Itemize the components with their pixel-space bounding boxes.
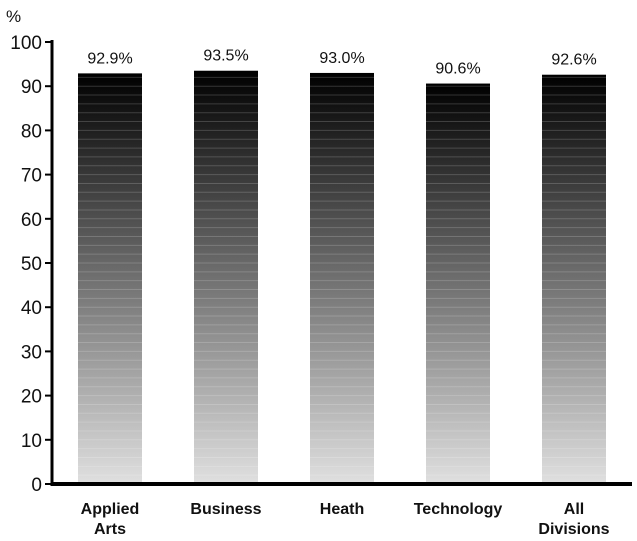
y-tick-label: 80: [21, 121, 42, 142]
bar: [78, 73, 142, 484]
y-tick-label: 20: [21, 387, 42, 408]
y-tick-label: 50: [21, 254, 42, 275]
category-label: Technology: [414, 501, 503, 518]
data-label: 92.9%: [87, 50, 132, 67]
category-label: Heath: [320, 501, 364, 518]
data-label: 93.0%: [319, 50, 364, 67]
category-label: Business: [190, 501, 261, 518]
y-tick-label: 10: [21, 431, 42, 452]
y-tick-label: 100: [10, 33, 42, 54]
bar: [426, 84, 490, 484]
bar: [310, 73, 374, 484]
category-label: All Divisions: [538, 501, 609, 538]
y-tick-label: 70: [21, 166, 42, 187]
y-tick-label: 60: [21, 210, 42, 231]
y-tick-label: 40: [21, 298, 42, 319]
y-tick-label: 90: [21, 77, 42, 98]
bar: [542, 75, 606, 484]
y-tick-label: 0: [31, 475, 42, 496]
bar: [194, 71, 258, 484]
y-tick-label: 30: [21, 342, 42, 363]
data-label: 92.6%: [551, 52, 596, 69]
category-labels: Applied Arts Business Heath Technology All Div…: [81, 501, 610, 538]
y-axis-unit-label: %: [6, 7, 21, 26]
data-label: 93.5%: [203, 48, 248, 65]
bar-fill: [426, 84, 490, 484]
bars: [78, 71, 606, 484]
category-label: Applied Arts: [81, 501, 140, 538]
data-label: 90.6%: [435, 61, 480, 78]
y-axis: 0 10 20 30 40 50 60 70 80 90 100: [10, 33, 52, 496]
